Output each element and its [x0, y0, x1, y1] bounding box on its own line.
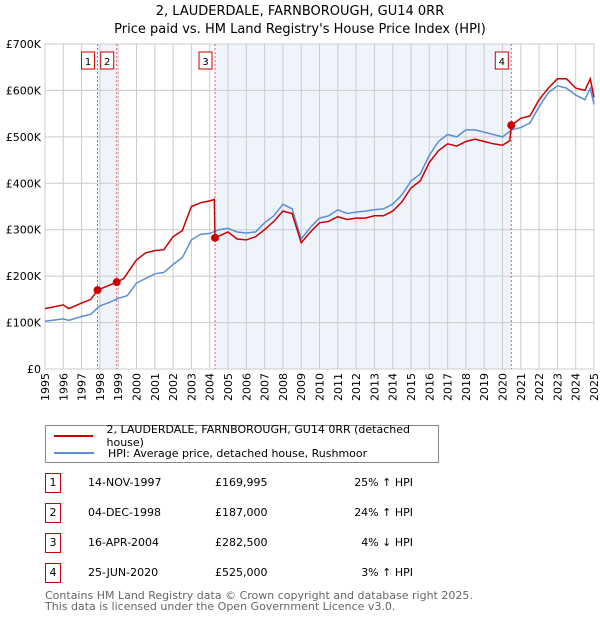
sale-marker-label: 3: [202, 57, 208, 68]
y-tick-label: £500K: [6, 131, 42, 144]
x-tick-label: 2020: [497, 373, 510, 401]
sale-marker-box: [494, 51, 509, 70]
x-tick-label: 2008: [277, 373, 290, 401]
x-tick-label: 2018: [460, 373, 473, 401]
y-tick-label: £400K: [6, 177, 42, 190]
transaction-hpi-diff: 24% ↑ HPI: [354, 506, 413, 519]
y-tick-label: £200K: [6, 270, 42, 283]
chart-subtitle: Price paid vs. HM Land Registry's House …: [114, 22, 486, 37]
x-tick-label: 2017: [442, 373, 455, 401]
sale-point: [93, 286, 102, 295]
shaded-period: [215, 44, 512, 369]
transaction-price: £169,995: [215, 476, 268, 489]
x-tick-label: 2000: [131, 373, 144, 401]
chart-title: 2, LAUDERDALE, FARNBOROUGH, GU14 0RR: [155, 4, 445, 19]
x-tick-label: 2006: [240, 373, 253, 401]
x-tick-label: 1999: [112, 373, 125, 401]
transaction-date: 14-NOV-1997: [88, 476, 162, 489]
transaction-number: 1: [45, 473, 61, 493]
y-tick-label: £100K: [6, 317, 42, 330]
transaction-date: 25-JUN-2020: [88, 566, 159, 579]
transaction-number: 2: [45, 503, 61, 523]
x-tick-label: 2010: [314, 373, 327, 401]
x-tick-label: 2003: [185, 373, 198, 401]
x-tick-label: 2016: [423, 373, 436, 401]
legend-item-hpi: HPI: Average price, detached house, Rush…: [54, 445, 367, 461]
y-tick-label: £300K: [6, 224, 42, 237]
sale-point: [211, 233, 220, 242]
legend-label: 2, LAUDERDALE, FARNBOROUGH, GU14 0RR (de…: [106, 423, 410, 449]
y-tick-label: £0: [27, 363, 41, 376]
x-tick-label: 2019: [478, 373, 491, 401]
footer-licence: This data is licensed under the Open Gov…: [45, 600, 396, 613]
x-tick-label: 1995: [39, 373, 52, 401]
transaction-hpi-diff: 4% ↓ HPI: [361, 536, 413, 549]
transaction-price: £187,000: [215, 506, 268, 519]
legend-line-red: [54, 435, 93, 437]
legend: 2, LAUDERDALE, FARNBOROUGH, GU14 0RR (de…: [45, 423, 439, 463]
sale-marker-box: [100, 51, 115, 70]
legend-item-property: 2, LAUDERDALE, FARNBOROUGH, GU14 0RR (de…: [54, 423, 438, 449]
x-tick-label: 2024: [570, 373, 583, 401]
x-tick-label: 1998: [94, 373, 107, 401]
x-tick-label: 2005: [222, 373, 235, 401]
plot-border: [44, 43, 595, 370]
legend-line-blue: [54, 452, 94, 454]
shaded-period: [97, 44, 117, 369]
sale-marker-label: 2: [104, 57, 110, 68]
x-tick-label: 2023: [551, 373, 564, 401]
transaction-date: 16-APR-2004: [88, 536, 160, 549]
x-tick-label: 2009: [295, 373, 308, 401]
transaction-number: 4: [45, 563, 61, 583]
x-tick-label: 2001: [149, 373, 162, 401]
x-tick-label: 2007: [259, 373, 272, 401]
x-tick-label: 2022: [533, 373, 546, 401]
x-tick-label: 2002: [167, 373, 180, 401]
legend-label: HPI: Average price, detached house, Rush…: [108, 446, 368, 460]
x-tick-label: 1996: [57, 373, 70, 401]
x-tick-label: 2021: [515, 373, 528, 401]
sale-point: [507, 121, 516, 130]
x-tick-label: 2013: [368, 373, 381, 401]
x-tick-label: 2012: [350, 373, 363, 401]
transaction-hpi-diff: 25% ↑ HPI: [354, 476, 413, 489]
x-tick-label: 2004: [204, 373, 217, 401]
x-tick-label: 2015: [405, 373, 418, 401]
series-line-property: [44, 76, 595, 310]
transaction-date: 04-DEC-1998: [88, 506, 162, 519]
transaction-price: £282,500: [215, 536, 268, 549]
transaction-hpi-diff: 3% ↑ HPI: [361, 566, 413, 579]
transaction-price: £525,000: [215, 566, 268, 579]
sale-marker-box: [198, 51, 213, 70]
sale-marker-label: 1: [85, 57, 91, 68]
price-chart: 1995 1996 1997 1998 1999 2000 2001 2002 2003 2004…: [6, 38, 600, 401]
transaction-number: 3: [45, 533, 61, 553]
x-tick-label: 2011: [332, 373, 345, 401]
y-tick-label: £700K: [6, 38, 42, 51]
sale-marker-box: [81, 51, 96, 70]
y-tick-label: £600K: [6, 84, 42, 97]
x-tick-label: 1997: [76, 373, 89, 401]
x-tick-label: 2014: [387, 373, 400, 401]
sale-point: [112, 278, 121, 287]
x-tick-label: 2025: [588, 373, 600, 401]
sale-marker-label: 4: [499, 57, 505, 68]
footer-copyright: Contains HM Land Registry data © Crown c…: [45, 589, 473, 602]
